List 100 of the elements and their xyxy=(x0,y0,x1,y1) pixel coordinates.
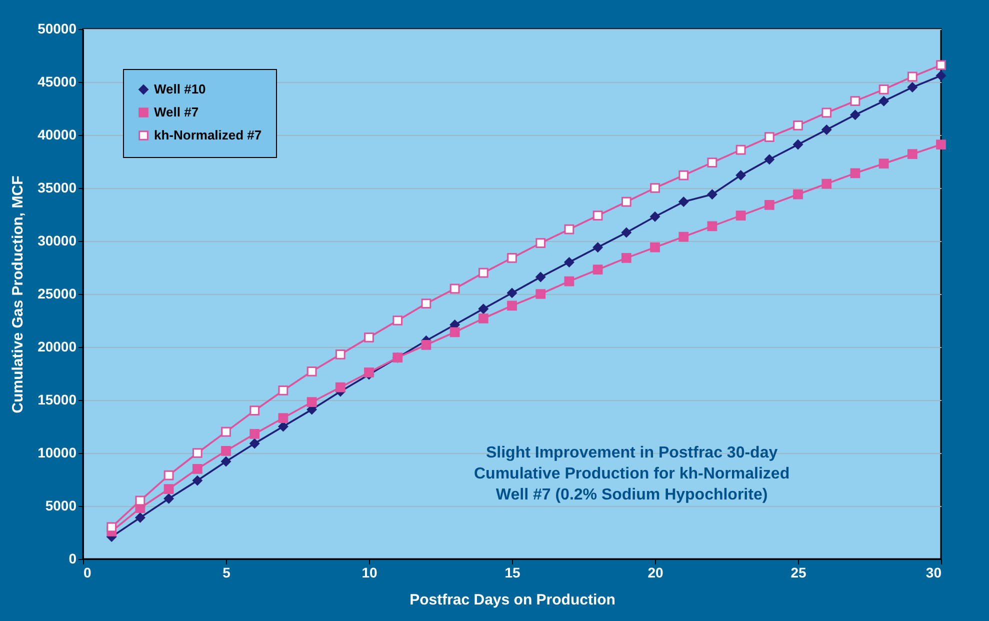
point xyxy=(278,422,288,432)
point xyxy=(650,212,660,222)
point xyxy=(221,456,231,466)
point xyxy=(736,210,746,220)
x-tick-label: 5 xyxy=(222,564,231,580)
point xyxy=(678,170,689,180)
x-tick-label: 25 xyxy=(790,564,806,580)
point xyxy=(592,210,603,220)
point xyxy=(592,242,603,252)
point xyxy=(250,406,260,416)
point xyxy=(306,366,317,376)
point xyxy=(564,257,574,268)
point xyxy=(764,200,774,210)
x-tick-label: 20 xyxy=(648,564,664,580)
y-tick-label: 5000 xyxy=(45,498,77,514)
annotation: Slight Improvement in Postfrac 30-day Cumulative Production for kh-Normalized Well #7 (0.2% Sodium Hypochlorite) xyxy=(474,444,790,504)
point xyxy=(678,196,689,207)
point xyxy=(135,512,146,523)
x-tick-label: 0 xyxy=(84,564,92,580)
point xyxy=(707,189,718,200)
x-axis-title: Postfrac Days on Production xyxy=(410,592,616,608)
point xyxy=(164,470,174,480)
point xyxy=(878,84,889,94)
point xyxy=(536,272,546,282)
legend-label: Well #10 xyxy=(154,82,206,96)
point xyxy=(650,183,660,193)
point xyxy=(278,413,288,423)
point xyxy=(678,232,689,242)
point xyxy=(135,496,146,506)
point xyxy=(564,276,574,286)
point xyxy=(221,446,231,456)
point xyxy=(793,120,803,130)
point xyxy=(707,221,718,232)
point xyxy=(822,108,832,118)
point xyxy=(164,494,174,504)
x-tick-label: 10 xyxy=(362,564,378,580)
point xyxy=(364,368,374,378)
y-tick-label: 0 xyxy=(68,550,77,566)
y-axis-title: Cumulative Gas Production, MCF xyxy=(10,176,27,414)
point xyxy=(936,60,946,70)
y-tick-label: 20000 xyxy=(38,338,77,354)
point xyxy=(878,96,889,106)
point xyxy=(507,300,517,311)
y-tick-label: 15000 xyxy=(38,392,77,408)
point xyxy=(822,124,832,135)
point xyxy=(421,340,432,350)
point xyxy=(478,304,488,314)
point xyxy=(192,476,202,486)
point xyxy=(507,288,517,298)
point xyxy=(850,110,860,120)
x-tick-label: 30 xyxy=(926,564,942,580)
point xyxy=(850,168,860,178)
point xyxy=(421,298,432,308)
point xyxy=(392,316,403,326)
point xyxy=(278,386,288,396)
point xyxy=(564,224,574,234)
point xyxy=(478,313,488,324)
point xyxy=(707,158,718,168)
point xyxy=(650,242,660,252)
point xyxy=(306,397,317,408)
y-tick-label: 25000 xyxy=(38,286,77,302)
point xyxy=(592,264,603,275)
y-tick-label: 10000 xyxy=(38,444,77,460)
point xyxy=(822,178,832,189)
point xyxy=(106,522,117,532)
y-tick-label: 45000 xyxy=(38,74,77,90)
legend-label: kh-Normalized #7 xyxy=(154,128,262,142)
point xyxy=(793,189,803,200)
point xyxy=(164,484,174,494)
y-tick-label: 35000 xyxy=(38,180,77,196)
point xyxy=(850,96,860,106)
point xyxy=(936,140,946,150)
point xyxy=(478,268,488,278)
point xyxy=(250,438,260,448)
x-tick-label: 15 xyxy=(504,564,520,580)
legend-label: Well #7 xyxy=(154,104,199,120)
point xyxy=(221,426,231,437)
point xyxy=(192,448,202,458)
point xyxy=(764,132,774,142)
point xyxy=(907,149,918,160)
point xyxy=(907,72,918,82)
point xyxy=(450,327,460,338)
point xyxy=(736,170,746,180)
point xyxy=(764,154,774,164)
point xyxy=(507,253,517,263)
point xyxy=(335,382,346,392)
point xyxy=(621,228,632,238)
y-tick-label: 50000 xyxy=(38,20,77,36)
y-tick-label: 30000 xyxy=(38,232,77,248)
point xyxy=(878,158,889,169)
point xyxy=(250,428,260,439)
point xyxy=(536,238,546,248)
point xyxy=(335,349,346,360)
point xyxy=(536,289,546,299)
point xyxy=(907,82,918,92)
point xyxy=(192,464,202,474)
y-tick-label: 40000 xyxy=(38,126,77,142)
point xyxy=(621,253,632,263)
point xyxy=(364,332,374,342)
point xyxy=(793,140,803,150)
